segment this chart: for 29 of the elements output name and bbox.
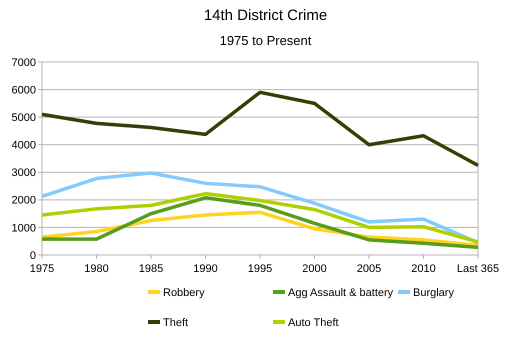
x-tick-label: 2005 bbox=[356, 263, 382, 275]
line-series bbox=[40, 192, 480, 244]
legend-label: Theft bbox=[163, 316, 188, 329]
line-series bbox=[40, 171, 480, 244]
legend-label: Agg Assault & battery bbox=[288, 286, 394, 299]
chart-subtitle: 1975 to Present bbox=[220, 33, 312, 48]
y-tick-label: 3000 bbox=[12, 167, 36, 180]
x-tick-label: 1985 bbox=[138, 263, 164, 275]
line-series bbox=[40, 90, 480, 168]
y-tick-label: 0 bbox=[30, 250, 36, 262]
x-tick-label: 2000 bbox=[302, 263, 327, 275]
y-tick-label: 5000 bbox=[12, 112, 36, 124]
legend-label: Robbery bbox=[163, 286, 206, 299]
line-series bbox=[40, 210, 480, 248]
x-tick-label: 1980 bbox=[84, 263, 109, 275]
y-tick-label: 1000 bbox=[12, 222, 36, 234]
y-tick-label: 7000 bbox=[12, 56, 36, 69]
x-tick-label: Last 365 bbox=[456, 263, 500, 275]
legend-label: Auto Theft bbox=[288, 316, 339, 329]
x-tick-label: 1975 bbox=[30, 263, 54, 275]
line-series bbox=[40, 196, 480, 250]
y-tick-label: 6000 bbox=[12, 84, 36, 96]
y-tick-label: 2000 bbox=[12, 194, 36, 207]
chart-title: 14th District Crime bbox=[204, 7, 328, 24]
y-tick-label: 4000 bbox=[12, 140, 36, 152]
x-tick-label: 1990 bbox=[193, 263, 218, 275]
legend-label: Burglary bbox=[413, 286, 454, 299]
x-tick-label: 2010 bbox=[411, 263, 436, 275]
x-tick-label: 1995 bbox=[248, 263, 272, 275]
